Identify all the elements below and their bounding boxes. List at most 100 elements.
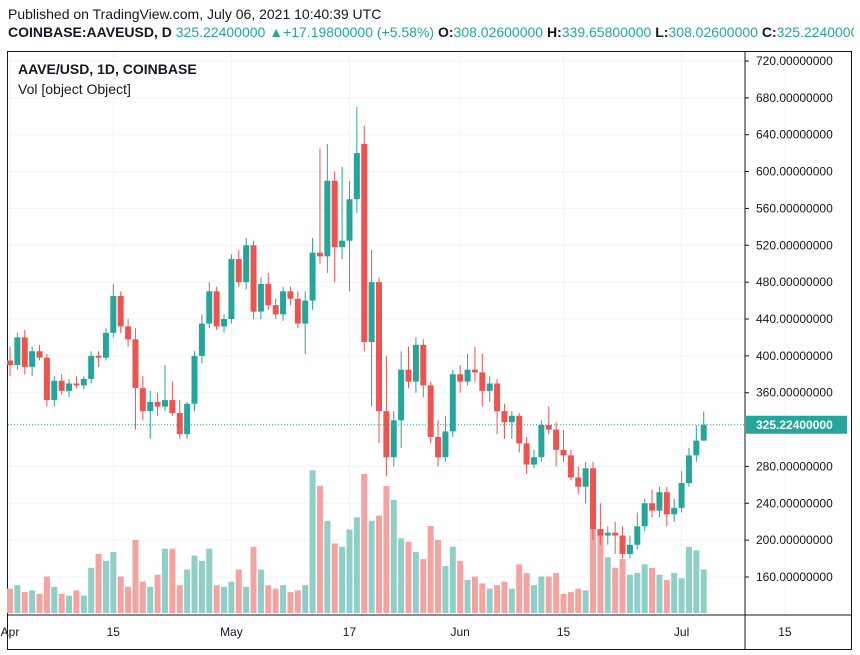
- volume-bar: [250, 546, 257, 613]
- volume-bar: [102, 560, 109, 613]
- volume-bar: [80, 595, 87, 613]
- volume-bar: [29, 590, 36, 613]
- candle-body: [206, 291, 213, 324]
- volume-bar: [649, 567, 656, 613]
- candle-body: [368, 282, 375, 343]
- volume-bar: [678, 578, 685, 613]
- volume-bar: [538, 576, 545, 613]
- candle-body: [139, 388, 146, 412]
- volume-bar: [110, 552, 117, 613]
- volume-bar: [43, 576, 50, 613]
- candle-body: [117, 295, 124, 327]
- x-tick-label: Jul: [674, 625, 689, 639]
- volume-bar: [198, 560, 205, 613]
- volume-bar: [280, 585, 287, 613]
- candle-body: [58, 380, 65, 391]
- volume-bar: [154, 574, 161, 613]
- volume-bar: [390, 499, 397, 613]
- volume-bar: [663, 579, 670, 613]
- candle-body: [361, 143, 368, 343]
- candle-body: [29, 351, 36, 367]
- volume-bar: [464, 579, 471, 613]
- volume-bar: [316, 485, 323, 613]
- x-tick-label: May: [220, 625, 243, 639]
- volume-bar: [626, 574, 633, 613]
- volume-bar: [442, 566, 449, 613]
- volume-bar: [700, 569, 707, 613]
- volume-bar: [567, 592, 574, 613]
- candle-body: [154, 401, 161, 407]
- candle-body: [641, 503, 648, 527]
- volume-bar: [449, 546, 456, 613]
- candle-body: [257, 283, 264, 312]
- volume-bar: [405, 541, 412, 613]
- candle-body: [125, 326, 132, 340]
- candle-body: [560, 449, 567, 456]
- candle-body: [405, 369, 412, 382]
- candle-body: [383, 411, 390, 458]
- candle-body: [516, 415, 523, 444]
- candle-body: [435, 436, 442, 458]
- candle-body: [464, 369, 471, 382]
- high-value: 339.65800000: [561, 24, 652, 40]
- volume-bar: [398, 538, 405, 613]
- candle-body: [147, 401, 154, 412]
- candle-body: [339, 240, 346, 248]
- volume-bar: [383, 485, 390, 613]
- y-tick-label: 440.00000000: [756, 312, 833, 326]
- candle-body: [457, 374, 464, 382]
- candle-body: [88, 355, 95, 379]
- volume-bar: [435, 539, 442, 613]
- y-tick-label: 160.00000000: [756, 570, 833, 584]
- volume-bar: [287, 592, 294, 613]
- candle-body: [191, 355, 198, 404]
- volume-bar: [457, 560, 464, 613]
- volume-bar: [243, 586, 250, 613]
- price-change: +17.19800000 (+5.58%): [283, 24, 435, 40]
- candle-body: [73, 383, 80, 386]
- candle-body: [604, 532, 611, 536]
- candle-body: [685, 455, 692, 484]
- volume-bar: [508, 588, 515, 613]
- volume-bar: [302, 585, 309, 613]
- volume-bar: [604, 557, 611, 613]
- volume-bar: [523, 572, 530, 613]
- volume-bar: [272, 588, 279, 613]
- candle-body: [508, 415, 515, 423]
- volume-bar: [693, 550, 700, 613]
- candle-body: [390, 420, 397, 458]
- candle-body: [7, 360, 13, 366]
- candle-body: [95, 355, 102, 358]
- x-tick-label: Jun: [451, 625, 470, 639]
- volume-bar: [309, 470, 316, 613]
- candle-body: [494, 383, 501, 412]
- low-value: 308.02600000: [668, 24, 758, 40]
- candle-body: [280, 291, 287, 315]
- candle-body: [21, 337, 28, 367]
- candle-body: [235, 259, 242, 283]
- volume-bar: [324, 520, 331, 613]
- volume-bar: [471, 576, 478, 613]
- candle-body: [221, 319, 228, 327]
- volume-bar: [14, 585, 21, 613]
- candle-body: [678, 483, 685, 508]
- volume-bar: [353, 517, 360, 613]
- volume-bar: [685, 546, 692, 613]
- close-value: 325.22400000: [776, 24, 854, 40]
- chart-frame: [7, 51, 852, 650]
- volume-bar: [516, 564, 523, 613]
- volume-bar: [161, 548, 168, 613]
- last-price: 325.22400000: [175, 24, 266, 40]
- volume-bar: [21, 592, 28, 613]
- volume-bar: [213, 585, 220, 613]
- volume-bar: [184, 569, 191, 613]
- candle-body: [501, 411, 508, 423]
- volume-bar: [412, 552, 419, 613]
- candle-body: [346, 199, 353, 241]
- candle-body: [671, 507, 678, 515]
- candle-body: [243, 245, 250, 283]
- x-tick-label: Apr: [1, 625, 20, 639]
- volume-bar: [376, 515, 382, 613]
- volume-bar: [494, 585, 501, 613]
